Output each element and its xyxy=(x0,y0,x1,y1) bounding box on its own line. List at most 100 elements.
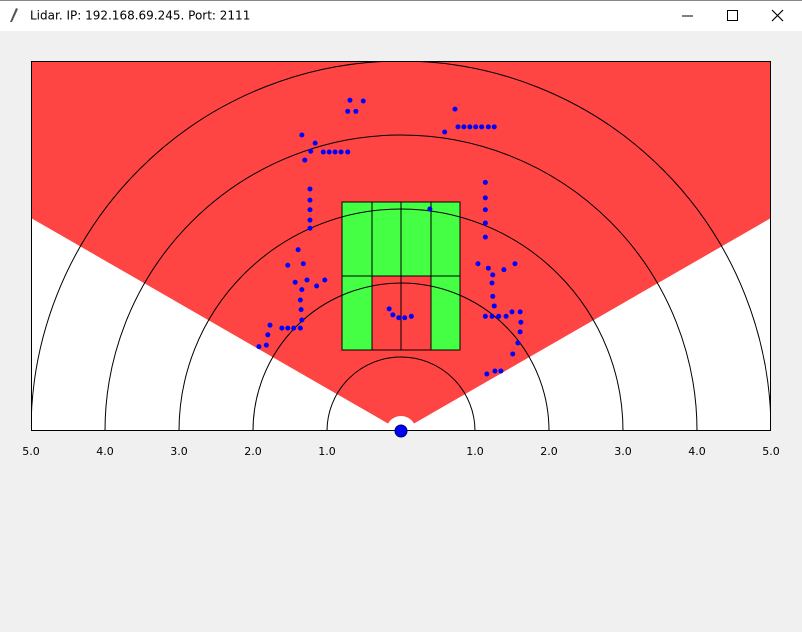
tick-label: 1.0 xyxy=(466,445,484,458)
window-title: Lidar. IP: 192.168.69.245. Port: 2111 xyxy=(30,9,250,23)
tick-label: 1.0 xyxy=(318,445,336,458)
scan-point xyxy=(353,108,359,114)
scan-point xyxy=(479,124,485,130)
sensor xyxy=(394,424,408,438)
scan-point xyxy=(490,293,496,299)
maximize-button[interactable] xyxy=(727,10,738,21)
scan-point xyxy=(297,325,303,331)
scan-point xyxy=(347,97,353,103)
scan-point xyxy=(496,313,502,319)
title-bar xyxy=(0,0,802,31)
scan-point xyxy=(461,124,467,130)
scan-point xyxy=(475,261,481,267)
scan-point xyxy=(492,368,498,374)
scan-point xyxy=(285,325,291,331)
scan-point xyxy=(517,329,523,335)
scan-point xyxy=(322,277,328,283)
scan-point xyxy=(427,206,433,212)
tick-label: 4.0 xyxy=(688,445,706,458)
scan-point xyxy=(515,340,521,346)
tick-label: 5.0 xyxy=(762,445,780,458)
scan-point xyxy=(279,325,285,331)
scan-point xyxy=(408,313,414,319)
scan-point xyxy=(482,234,488,240)
scan-point xyxy=(338,149,344,155)
scan-point xyxy=(307,197,313,203)
scan-point xyxy=(482,207,488,213)
scan-point xyxy=(299,287,305,293)
scan-point xyxy=(482,179,488,185)
scan-point xyxy=(491,124,497,130)
scan-point xyxy=(285,262,291,268)
scan-point xyxy=(265,332,271,338)
scan-point xyxy=(295,247,301,253)
scan-point xyxy=(332,149,338,155)
scan-point xyxy=(300,261,306,267)
scan-point xyxy=(452,106,458,112)
scan-point xyxy=(307,207,313,213)
scan-point xyxy=(307,225,313,231)
scan-point xyxy=(491,303,497,309)
close-button[interactable] xyxy=(771,9,784,22)
scan-point xyxy=(386,306,392,312)
scan-point xyxy=(482,313,488,319)
scan-point xyxy=(320,149,326,155)
plot-layers xyxy=(31,61,771,431)
scan-point xyxy=(467,124,473,130)
scan-point xyxy=(302,157,308,163)
scan-point xyxy=(402,315,408,321)
scan-point xyxy=(299,132,305,138)
scan-point xyxy=(489,313,495,319)
tick-label: 3.0 xyxy=(170,445,188,458)
app-icon xyxy=(10,8,18,22)
scan-point xyxy=(512,261,518,267)
scan-point xyxy=(485,124,491,130)
scan-point xyxy=(509,309,515,315)
scan-point xyxy=(390,312,396,318)
scan-point xyxy=(503,313,509,319)
scan-point xyxy=(308,148,314,154)
scan-point xyxy=(482,220,488,226)
scan-point xyxy=(307,186,313,192)
scan-point xyxy=(473,124,479,130)
scan-point xyxy=(455,124,461,130)
scan-point xyxy=(482,195,488,201)
scan-points xyxy=(256,97,524,377)
scan-point xyxy=(267,322,273,328)
scan-point xyxy=(345,108,351,114)
scan-point xyxy=(263,342,269,348)
scan-point xyxy=(304,277,310,283)
scan-point xyxy=(299,317,305,323)
scan-point xyxy=(498,368,504,374)
scan-point xyxy=(485,265,491,271)
axis-ticks: 5.0 4.0 3.0 2.0 1.0 1.0 2.0 3.0 4.0 5.0 xyxy=(22,445,780,458)
scan-point xyxy=(510,351,516,357)
scan-point xyxy=(291,325,297,331)
scan-point xyxy=(297,297,303,303)
scan-point xyxy=(326,149,332,155)
scan-point xyxy=(490,272,496,278)
dead-zone xyxy=(386,416,416,431)
tick-label: 4.0 xyxy=(96,445,114,458)
tick-label: 2.0 xyxy=(540,445,558,458)
scan-point xyxy=(312,140,318,146)
scan-point xyxy=(256,344,262,350)
scan-point xyxy=(298,307,304,313)
scan-point xyxy=(307,217,313,223)
scan-point xyxy=(314,283,320,289)
scan-point xyxy=(396,315,402,321)
scan-point xyxy=(292,279,298,285)
tick-label: 5.0 xyxy=(22,445,40,458)
scan-point xyxy=(489,280,495,286)
scan-point xyxy=(518,319,524,325)
tick-label: 3.0 xyxy=(614,445,632,458)
scan-point xyxy=(484,371,490,377)
scan-point xyxy=(442,129,448,135)
scan-point xyxy=(345,149,351,155)
scan-point xyxy=(360,98,366,104)
zone-lines xyxy=(342,202,460,350)
tick-label: 2.0 xyxy=(244,445,262,458)
scan-point xyxy=(517,309,523,315)
